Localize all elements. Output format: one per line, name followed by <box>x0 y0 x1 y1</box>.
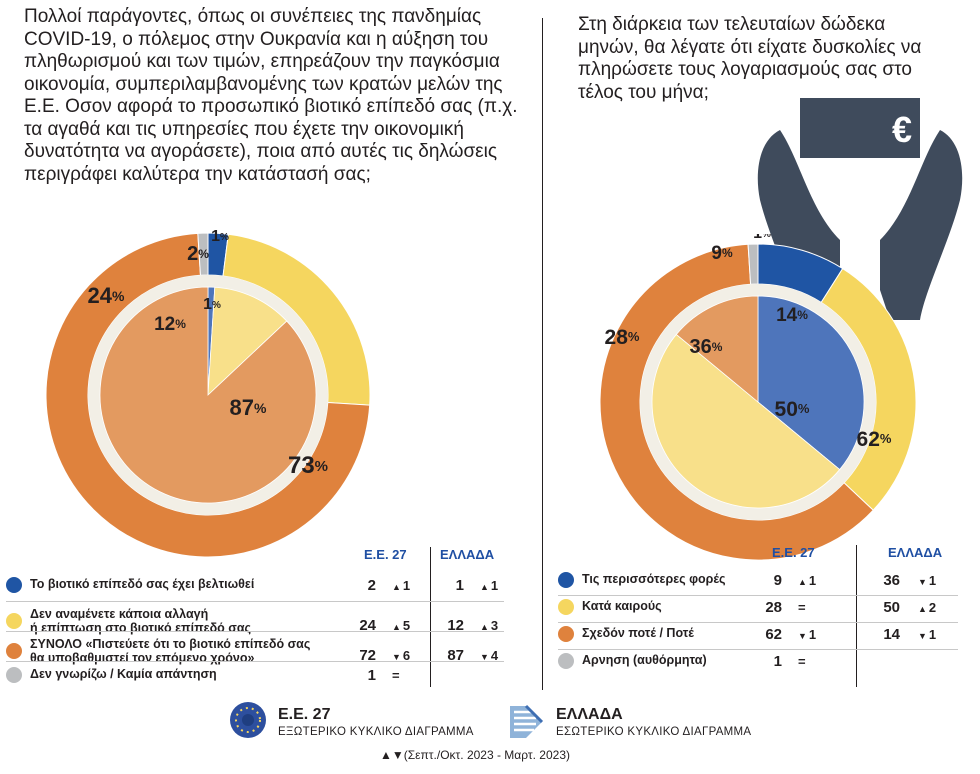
legend-eu-title: Ε.Ε. 27 <box>278 706 330 724</box>
row-label-0: Το βιοτικό επίπεδό σας έχει βελτιωθεί <box>30 577 254 591</box>
greece-flag-icon <box>506 702 546 740</box>
left-table-head-gr: ΕΛΛΑΔΑ <box>440 547 494 562</box>
right-table-col-divider <box>856 545 857 687</box>
row-label-1: Κατά καιρούς <box>582 599 662 613</box>
chart-left-donut: 2%24%73%1%1%12%87% <box>40 227 380 567</box>
row-label-0: Τις περισσότερες φορές <box>582 572 726 586</box>
eu-value-3: 1 <box>752 653 782 670</box>
legend-dot-1 <box>558 599 574 615</box>
row-divider-0 <box>558 595 958 596</box>
row-label2-2: θα υποβαθμιστεί τον επόμενο χρόνο» <box>30 651 254 665</box>
row-label-3: Δεν γνωρίζω / Καμία απάντηση <box>30 667 217 681</box>
eu-value-1: 28 <box>752 599 782 616</box>
eu-flag-icon <box>228 700 268 740</box>
gr-value-1: 50 <box>870 599 900 616</box>
gr-change-1: ▲ 2 <box>918 600 936 615</box>
chart-right-donut: 9%28%62%1%36%50%14% <box>592 234 922 564</box>
question-left: Πολλοί παράγοντες, όπως οι συνέπειες της… <box>24 6 534 186</box>
row-divider-1 <box>558 622 958 623</box>
legend-dot-3 <box>558 653 574 669</box>
gr-value-2: 14 <box>870 626 900 643</box>
eu-value-0: 2 <box>346 577 376 594</box>
legend-dot-0 <box>6 577 22 593</box>
gr-change-2: ▼ 1 <box>918 627 936 642</box>
row-label2-1: ή επίπτωση στο βιοτικό επίπεδό σας <box>30 621 251 635</box>
row-divider-0 <box>6 601 504 602</box>
outer-label-3: 1% <box>753 234 771 242</box>
eu-value-0: 9 <box>752 572 782 589</box>
legend-eu-sub: ΕΞΩΤΕΡΙΚΟ ΚΥΚΛΙΚΟ ΔΙΑΓΡΑΜΜΑ <box>278 726 474 738</box>
row-label-3: Αρνηση (αυθόρμητα) <box>582 653 707 667</box>
legend-gr-title: ΕΛΛΑΔΑ <box>556 706 623 724</box>
gr-value-0: 36 <box>870 572 900 589</box>
row-label-2: Σχεδόν ποτέ / Ποτέ <box>582 626 694 640</box>
left-table-col-divider <box>430 547 431 687</box>
eu-change-3: = <box>392 668 400 683</box>
gr-change-0: ▲ 1 <box>480 578 498 593</box>
eu-value-2: 62 <box>752 626 782 643</box>
row-label-1: Δεν αναμένετε κάποια αλλαγή <box>30 607 208 621</box>
footnote: ▲▼(Σεπτ./Οκτ. 2023 - Μαρτ. 2023) <box>380 748 570 762</box>
eu-change-0: ▲ 1 <box>392 578 410 593</box>
center-divider <box>542 18 543 690</box>
left-table-head-eu: Ε.Ε. 27 <box>364 547 407 562</box>
legend-dot-2 <box>6 643 22 659</box>
right-table-head-eu: Ε.Ε. 27 <box>772 545 815 560</box>
legend-gr-sub: ΕΣΩΤΕΡΙΚΟ ΚΥΚΛΙΚΟ ΔΙΑΓΡΑΜΜΑ <box>556 726 751 738</box>
row-divider-2 <box>558 649 958 650</box>
eu-change-2: ▼ 1 <box>798 627 816 642</box>
legend-dot-0 <box>558 572 574 588</box>
gr-value-0: 1 <box>434 577 464 594</box>
gr-change-0: ▼ 1 <box>918 573 936 588</box>
legend-dot-2 <box>558 626 574 642</box>
eu-change-3: = <box>798 654 806 669</box>
legend-dot-1 <box>6 613 22 629</box>
eu-change-0: ▲ 1 <box>798 573 816 588</box>
row-divider-1 <box>6 631 504 632</box>
row-label-2: ΣΥΝΟΛΟ «Πιστεύετε ότι το βιοτικό επίπεδό… <box>30 637 310 651</box>
euro-icon: € <box>892 109 912 150</box>
eu-value-3: 1 <box>346 667 376 684</box>
legend-dot-3 <box>6 667 22 683</box>
row-divider-2 <box>6 661 504 662</box>
eu-change-1: = <box>798 600 806 615</box>
right-table-head-gr: ΕΛΛΑΔΑ <box>888 545 942 560</box>
